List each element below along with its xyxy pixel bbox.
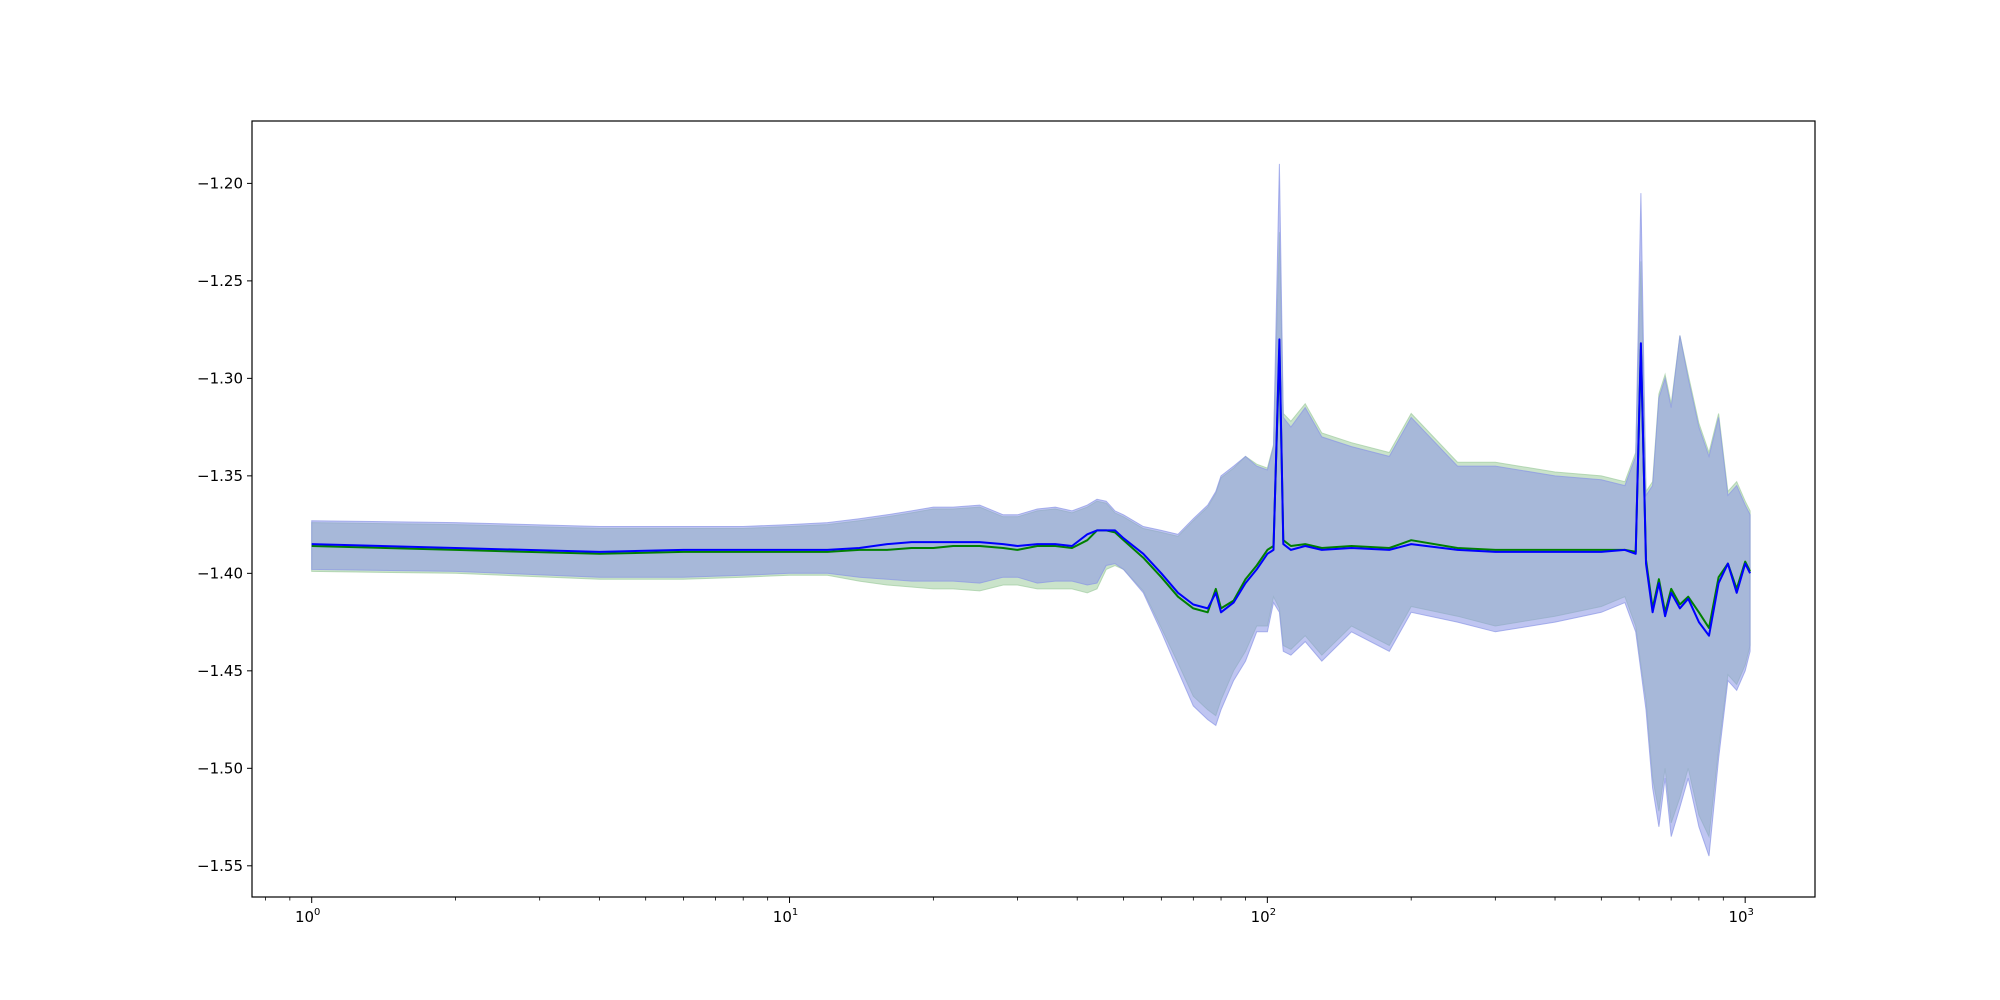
y-tick-label: −1.40 (197, 564, 243, 582)
y-tick-label: −1.35 (197, 467, 243, 485)
y-tick-label: −1.45 (197, 662, 243, 680)
plot-area-frame (251, 120, 1816, 898)
x-tick-label: 101 (773, 907, 798, 926)
confidence-bands (311, 163, 1751, 857)
confidence-band-0 (311, 163, 1751, 857)
y-tick-label: −1.50 (197, 759, 243, 777)
series-line-0 (311, 338, 1751, 637)
y-axis-ticks: −1.20 −1.25 −1.30 −1.35 −1.40 −1.45 −1.50 −1.55 (197, 174, 252, 875)
y-tick-label: −1.20 (197, 174, 243, 192)
y-tick-label: −1.30 (197, 369, 243, 387)
x-tick-label: 103 (1728, 907, 1753, 926)
x-tick-label: 100 (295, 907, 320, 926)
series-lines (311, 338, 1751, 637)
y-tick-label: −1.25 (197, 272, 243, 290)
x-tick-label: 102 (1251, 907, 1276, 926)
y-tick-label: −1.55 (197, 857, 243, 875)
